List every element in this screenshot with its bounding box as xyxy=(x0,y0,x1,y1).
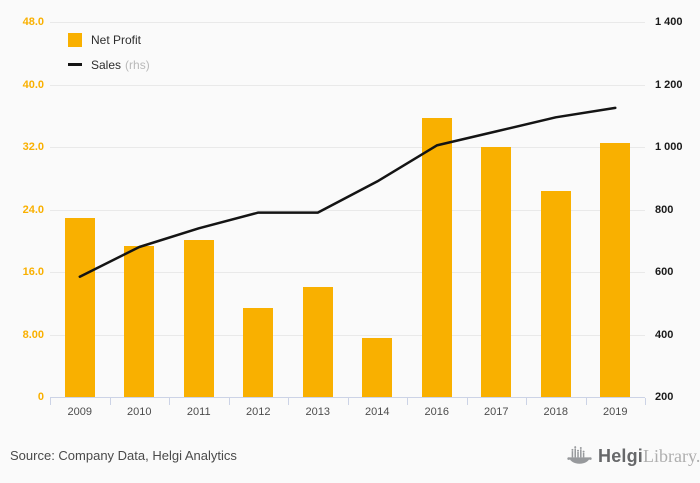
y-axis-left: 48.0 40.0 32.0 24.0 16.0 8.00 0 xyxy=(0,16,44,403)
sales-line-swatch-icon xyxy=(68,63,82,66)
bar-2012 xyxy=(243,307,274,397)
gridline xyxy=(50,84,645,86)
x-axis-label-2019: 2019 xyxy=(603,406,628,418)
legend: Net Profit Sales (rhs) xyxy=(68,27,150,77)
x-axis-tick xyxy=(407,398,408,405)
plot-area: 2009 2010 2011 2012 2013 2014 2016 2017 2018 2019… xyxy=(50,22,646,418)
x-axis-tick xyxy=(645,398,646,405)
y-axis-right-tick: 1 400 xyxy=(655,16,683,28)
x-axis-tick xyxy=(526,398,527,405)
y-axis-left-tick: 16.0 xyxy=(22,266,44,278)
bar-2017 xyxy=(481,147,512,397)
x-axis-label-2010: 2010 xyxy=(127,406,152,418)
bar-2009 xyxy=(64,218,95,397)
sales-line-series xyxy=(78,106,617,278)
bar-2011 xyxy=(183,239,214,397)
x-axis-label-2017: 2017 xyxy=(484,406,509,418)
y-axis-left-tick: 0 xyxy=(37,391,44,403)
gridline xyxy=(50,209,645,211)
x-axis-tick xyxy=(50,398,51,405)
x-axis-tick xyxy=(347,398,349,405)
x-axis-label-2018: 2018 xyxy=(543,406,568,418)
x-axis-label-2012: 2012 xyxy=(246,406,271,418)
x-axis-line xyxy=(50,397,645,398)
x-axis-tick xyxy=(169,398,170,405)
x-axis-tick xyxy=(228,398,230,405)
y-axis-left-tick: 8.00 xyxy=(22,328,44,341)
helgi-library-logo: Helgi Library. xyxy=(566,443,700,470)
y-axis-left-tick: 40.0 xyxy=(22,78,44,91)
x-axis-label-2009: 2009 xyxy=(67,406,92,418)
gridline xyxy=(50,272,645,273)
y-axis-right-tick: 1 000 xyxy=(655,141,683,153)
y-axis-right-tick: 200 xyxy=(655,391,674,403)
gridline xyxy=(50,334,645,336)
logo-text-helgi: Helgi xyxy=(598,446,644,466)
x-axis-label-2014: 2014 xyxy=(365,406,390,418)
x-axis-label-2013: 2013 xyxy=(305,406,330,418)
y-axis-left-tick: 32.0 xyxy=(22,141,44,153)
bar-2018 xyxy=(540,190,571,397)
y-axis-right-tick: 600 xyxy=(655,266,674,278)
y-axis-right-tick: 1 200 xyxy=(655,78,683,91)
bar-2014 xyxy=(362,337,393,397)
logo-text-library: Library. xyxy=(643,446,700,466)
gridline xyxy=(50,22,645,23)
x-axis-label-2016: 2016 xyxy=(424,406,449,418)
gridline xyxy=(50,147,645,148)
x-axis-tick xyxy=(585,398,587,405)
legend-item-net-profit: Net Profit xyxy=(68,27,150,52)
y-axis-right-tick: 800 xyxy=(655,203,674,216)
bar-2016 xyxy=(421,118,452,397)
bar-2010 xyxy=(124,246,155,397)
y-axis-left-tick: 48.0 xyxy=(22,16,44,28)
bar-2013 xyxy=(302,286,333,397)
source-note: Source: Company Data, Helgi Analytics xyxy=(10,448,237,463)
y-axis-left-tick: 24.0 xyxy=(22,203,44,216)
bar-2019 xyxy=(600,143,631,397)
y-axis-right-tick: 400 xyxy=(655,328,674,341)
legend-label-rhs: (rhs) xyxy=(125,57,150,72)
x-axis-tick xyxy=(288,398,289,405)
legend-item-sales: Sales (rhs) xyxy=(68,52,150,77)
y-axis-right: 1 400 1 200 1 000 800 600 400 200 xyxy=(655,16,699,403)
helgi-ship-icon xyxy=(567,446,592,464)
net-profit-swatch-icon xyxy=(68,32,82,47)
x-axis-label-2011: 2011 xyxy=(186,406,211,418)
x-axis-tick xyxy=(109,398,111,405)
legend-label-net-profit: Net Profit xyxy=(91,32,142,47)
x-axis-tick xyxy=(466,398,468,405)
legend-label-sales: Sales xyxy=(91,57,122,72)
